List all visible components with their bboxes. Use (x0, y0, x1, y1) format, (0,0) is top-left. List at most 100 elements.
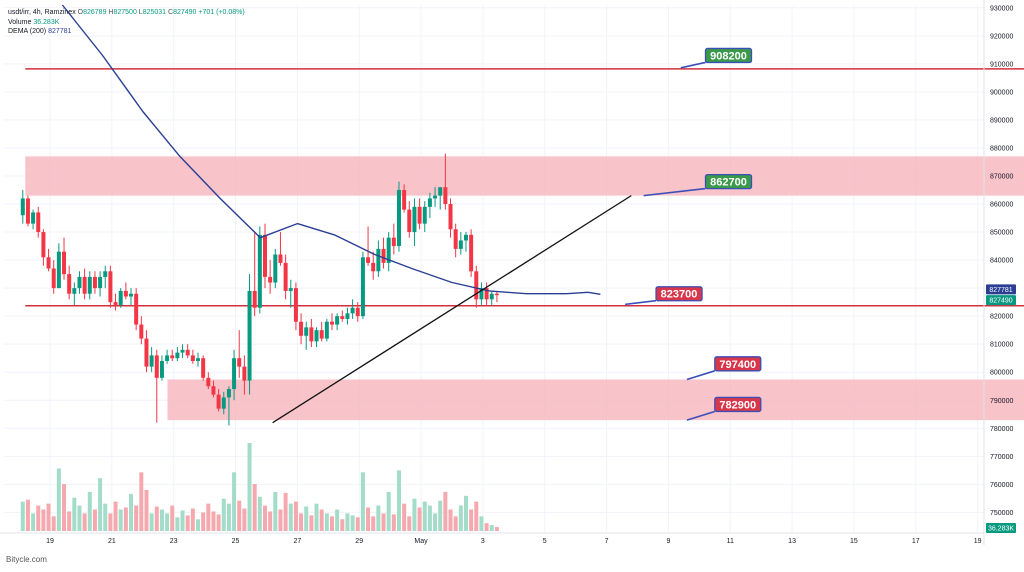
level-tag-label: 797400 (719, 359, 756, 371)
volume-bar (458, 505, 463, 531)
price-tick-label: 920000 (990, 33, 1013, 40)
candle-body (489, 293, 494, 300)
volume-bar (206, 503, 211, 531)
volume-bar (154, 506, 159, 531)
candle-body (134, 293, 139, 325)
volume-bar (242, 508, 247, 531)
candle-body (247, 290, 252, 381)
candle-body (288, 288, 293, 291)
candle-body (232, 358, 237, 390)
candle-body (46, 257, 51, 269)
level-tag-label: 782900 (719, 399, 756, 411)
dema-line (61, 4, 601, 295)
ohlc-low-label: L (138, 9, 143, 16)
time-tick-label: May (414, 538, 428, 545)
tag-pointer (680, 61, 706, 69)
candle-body (469, 234, 474, 272)
candle-body (438, 187, 443, 196)
ohlc-high-label: H (108, 9, 114, 16)
candle-body (82, 276, 87, 294)
volume-bar (62, 484, 67, 531)
legend-symbol-row: usdt/irr, 4h, Ramzinex O826789 H827500 L… (8, 8, 245, 18)
candle-body (396, 190, 401, 247)
tag-pointer (686, 370, 716, 381)
candle-body (443, 187, 448, 205)
candle-body (278, 254, 283, 263)
candle-body (180, 349, 185, 353)
candle-body (283, 262, 288, 291)
volume-badge-label: 36.283K (988, 526, 1014, 533)
volume-bar (304, 506, 309, 531)
candle-body (407, 209, 412, 233)
candle-body (335, 316, 340, 325)
volume-bar (422, 501, 427, 531)
volume-bar (226, 503, 231, 531)
time-tick-label: 27 (293, 538, 301, 545)
candle-body (87, 276, 92, 294)
price-badge (986, 284, 1016, 295)
time-tick-label: 25 (232, 538, 240, 545)
price-badge-label: 827490 (989, 298, 1012, 305)
price-tick-label: 910000 (990, 61, 1013, 68)
candle-body (144, 338, 149, 367)
brand-watermark: Bitycle.com (6, 555, 47, 564)
price-badge (986, 295, 1016, 306)
candle-body (376, 248, 381, 272)
level-tag-box (704, 173, 753, 190)
candle-body (196, 358, 201, 362)
candle-body (92, 276, 97, 289)
volume-bar (247, 443, 252, 531)
volume-badge (986, 523, 1016, 533)
volume-bar (82, 513, 87, 531)
candle-body (350, 307, 355, 314)
volume-bar (113, 501, 118, 531)
candle-body (494, 293, 499, 296)
price-tick-label: 890000 (990, 117, 1013, 124)
volume-bar (479, 516, 484, 531)
volume-bar (433, 513, 438, 531)
volume-bar (474, 501, 479, 531)
candle-body (211, 386, 216, 395)
time-tick-label: 3 (481, 538, 485, 545)
volume-bar (386, 491, 391, 531)
price-tick-label: 850000 (990, 230, 1013, 237)
candle-body (129, 293, 134, 297)
time-tick-label: 19 (974, 538, 982, 545)
volume-bar (232, 472, 237, 531)
legend-volume-row: Volume 36.283K (8, 18, 245, 28)
time-tick-label: 13 (788, 538, 796, 545)
volume-bar (417, 507, 422, 531)
candle-body (484, 288, 489, 300)
volume-bar (103, 503, 108, 531)
volume-bar (237, 500, 242, 531)
candle-body (123, 290, 128, 297)
ohlc-low-value: 825031 (142, 9, 167, 16)
candle-body (108, 271, 113, 303)
volume-bar (134, 505, 139, 531)
candle-body (159, 361, 164, 378)
candle-body (165, 355, 170, 362)
volume-bar (278, 509, 283, 531)
volume-bar (484, 523, 489, 531)
volume-bar (391, 514, 396, 531)
volume-bar (324, 513, 329, 531)
volume-bar (396, 470, 401, 531)
candle-body (242, 366, 247, 381)
volume-bar (139, 472, 144, 531)
candle-body (345, 313, 350, 319)
level-tag-label: 862700 (710, 177, 747, 189)
volume-bar (77, 505, 82, 531)
volume-bar (314, 503, 319, 531)
candle-body (453, 229, 458, 249)
candle-body (299, 321, 304, 336)
tag-pointer (625, 299, 657, 306)
volume-bar (180, 510, 185, 531)
candle-body (314, 330, 319, 342)
candle-body (340, 316, 345, 319)
volume-bar (402, 503, 407, 531)
volume-bar (309, 515, 314, 531)
volume-bar (170, 505, 175, 531)
candle-body (479, 288, 484, 300)
